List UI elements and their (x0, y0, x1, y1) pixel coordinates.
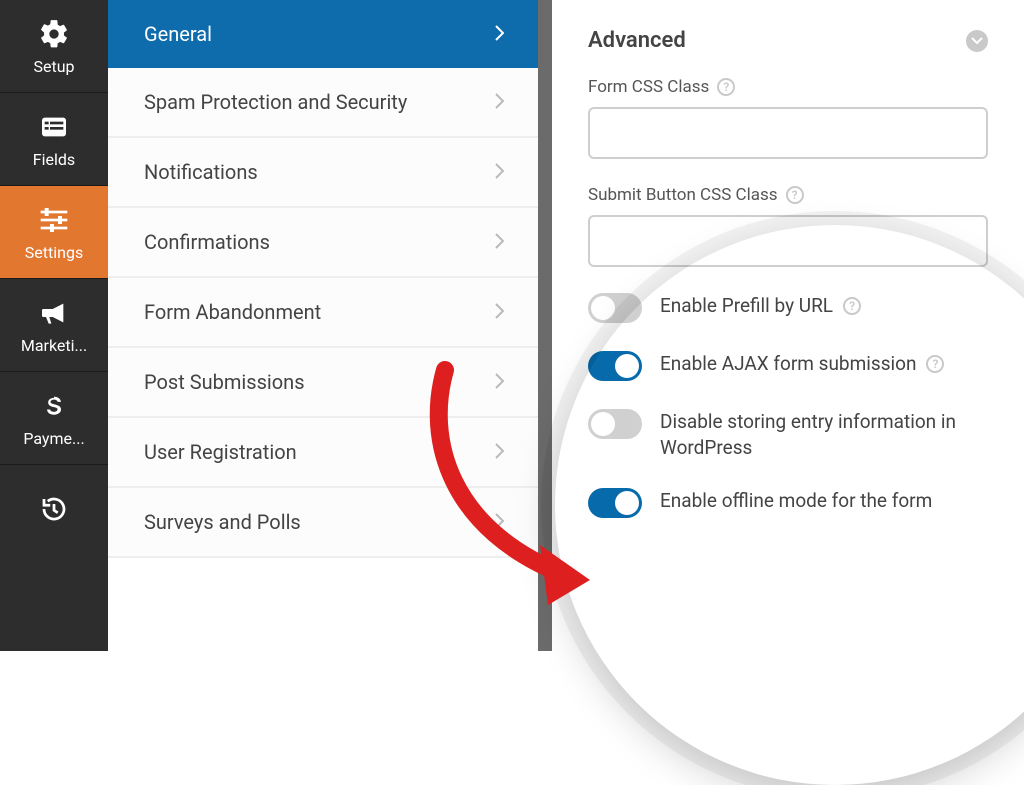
app-root: Setup Fields Settings Marketi... Payme..… (0, 0, 1024, 651)
settings-spam[interactable]: Spam Protection and Security (108, 68, 538, 138)
submit-css-class-label: Submit Button CSS Class (588, 185, 778, 205)
vnav-history[interactable] (0, 465, 108, 558)
toggle-ajax-row: Enable AJAX form submission ? (588, 351, 988, 381)
vnav-settings[interactable]: Settings (0, 186, 108, 279)
settings-general-label: General (144, 22, 212, 46)
help-icon[interactable]: ? (717, 78, 735, 96)
vnav-fields-label: Fields (29, 150, 79, 169)
chevron-right-icon (495, 160, 504, 184)
toggle-disable-storing-label: Disable storing entry information in Wor… (660, 409, 988, 460)
settings-surveys-label: Surveys and Polls (144, 510, 301, 534)
toggle-offline-label: Enable offline mode for the form (660, 488, 932, 514)
chevron-right-icon (495, 90, 504, 114)
collapse-toggle[interactable] (966, 30, 988, 52)
settings-list: General Spam Protection and Security Not… (108, 0, 538, 651)
chevron-right-icon (495, 510, 504, 534)
vnav-setup[interactable]: Setup (0, 0, 108, 93)
settings-general[interactable]: General (108, 0, 538, 68)
bullhorn-icon (37, 296, 71, 330)
advanced-panel: Advanced Form CSS Class ? Submit Button … (552, 0, 1024, 651)
vnav-marketing-label: Marketi... (17, 336, 91, 355)
chevron-right-icon (495, 230, 504, 254)
history-icon (37, 492, 71, 526)
section-title: Advanced (588, 28, 686, 53)
toggle-prefill[interactable] (588, 293, 642, 323)
vnav-setup-label: Setup (29, 57, 78, 76)
settings-surveys[interactable]: Surveys and Polls (108, 488, 538, 558)
settings-user-registration[interactable]: User Registration (108, 418, 538, 488)
settings-spam-label: Spam Protection and Security (144, 90, 407, 114)
submit-css-class-input[interactable] (588, 215, 988, 267)
chevron-right-icon (495, 440, 504, 464)
vnav-settings-label: Settings (21, 243, 87, 262)
toggle-disable-storing-row: Disable storing entry information in Wor… (588, 409, 988, 460)
toggle-ajax[interactable] (588, 351, 642, 381)
vertical-nav: Setup Fields Settings Marketi... Payme..… (0, 0, 108, 651)
vnav-payments[interactable]: Payme... (0, 372, 108, 465)
toggle-offline-row: Enable offline mode for the form (588, 488, 988, 518)
settings-confirmations[interactable]: Confirmations (108, 208, 538, 278)
submit-css-class-label-row: Submit Button CSS Class ? (588, 185, 988, 205)
section-header: Advanced (588, 28, 988, 53)
vnav-fields[interactable]: Fields (0, 93, 108, 186)
chevron-right-icon (495, 370, 504, 394)
settings-post-submissions[interactable]: Post Submissions (108, 348, 538, 418)
chevron-down-icon (971, 37, 983, 45)
form-css-class-input[interactable] (588, 107, 988, 159)
settings-abandonment-label: Form Abandonment (144, 300, 321, 324)
toggle-ajax-label: Enable AJAX form submission (660, 351, 916, 377)
settings-post-submissions-label: Post Submissions (144, 370, 305, 394)
settings-user-registration-label: User Registration (144, 440, 297, 464)
gear-icon (37, 17, 71, 51)
settings-abandonment[interactable]: Form Abandonment (108, 278, 538, 348)
panel-divider (538, 0, 552, 651)
help-icon[interactable]: ? (786, 186, 804, 204)
form-css-class-label: Form CSS Class (588, 77, 709, 97)
dollar-icon (37, 389, 71, 423)
chevron-right-icon (495, 22, 504, 46)
settings-notifications-label: Notifications (144, 160, 258, 184)
settings-confirmations-label: Confirmations (144, 230, 270, 254)
toggle-prefill-label: Enable Prefill by URL (660, 293, 833, 319)
help-icon[interactable]: ? (843, 297, 861, 315)
list-icon (37, 110, 71, 144)
toggle-offline[interactable] (588, 488, 642, 518)
vnav-payments-label: Payme... (19, 429, 88, 448)
sliders-icon (37, 203, 71, 237)
toggle-disable-storing[interactable] (588, 409, 642, 439)
vnav-marketing[interactable]: Marketi... (0, 279, 108, 372)
help-icon[interactable]: ? (926, 355, 944, 373)
settings-notifications[interactable]: Notifications (108, 138, 538, 208)
form-css-class-label-row: Form CSS Class ? (588, 77, 988, 97)
toggle-prefill-row: Enable Prefill by URL ? (588, 293, 988, 323)
chevron-right-icon (495, 300, 504, 324)
